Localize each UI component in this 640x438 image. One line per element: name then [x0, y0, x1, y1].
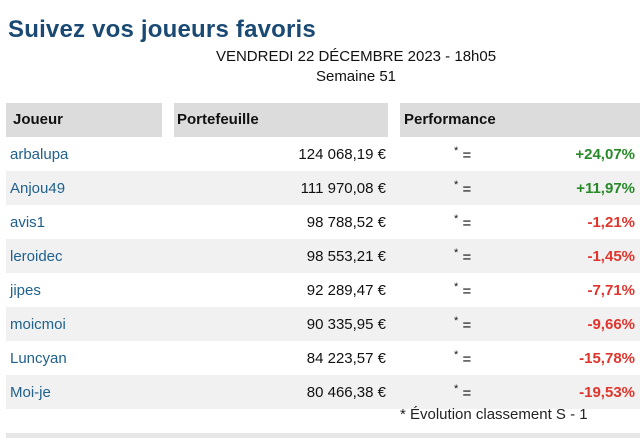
table-row: Anjou49 111 970,08 € * = +11,97%	[6, 171, 640, 205]
table-row: avis1 98 788,52 € * = -1,21%	[6, 205, 640, 239]
player-name-link[interactable]: avis1	[10, 213, 46, 231]
evolution-symbol: * =	[454, 348, 472, 368]
evolution-symbol: * =	[454, 280, 472, 300]
table-row: arbalupa 124 068,19 € * = +24,07%	[6, 137, 640, 171]
player-name-link[interactable]: Anjou49	[10, 179, 66, 197]
performance-cell: * = -7,71%	[390, 281, 640, 300]
column-header-portefeuille: Portefeuille	[174, 103, 388, 137]
evolution-symbol: * =	[454, 178, 472, 198]
table-header: Joueur Portefeuille Performance	[6, 103, 640, 137]
page-title: Suivez vos joueurs favoris	[8, 16, 316, 43]
player-name-link[interactable]: jipes	[10, 281, 41, 299]
footnote: * Évolution classement S - 1	[400, 406, 588, 423]
column-header-joueur: Joueur	[6, 103, 162, 137]
table-row: moicmoi 90 335,95 € * = -9,66%	[6, 307, 640, 341]
performance-cell: * = -1,21%	[390, 213, 640, 232]
table-body: arbalupa 124 068,19 € * = +24,07% Anjou49 111…	[6, 137, 640, 409]
evolution-symbol: * =	[454, 212, 472, 232]
favorites-table: Joueur Portefeuille Performance arbalupa…	[6, 103, 640, 409]
performance-value: -9,66%	[587, 315, 635, 333]
portfolio-value: 98 788,52 €	[306, 213, 386, 231]
performance-value: +24,07%	[575, 145, 635, 163]
performance-value: -15,78%	[579, 349, 635, 367]
portfolio-value: 98 553,21 €	[306, 247, 386, 265]
player-name-link[interactable]: Moi-je	[10, 383, 51, 401]
player-name-link[interactable]: leroidec	[10, 247, 63, 265]
portfolio-value: 80 466,38 €	[306, 383, 386, 401]
portfolio-value: 90 335,95 €	[306, 315, 386, 333]
performance-cell: * = -1,45%	[390, 247, 640, 266]
portfolio-value: 124 068,19 €	[298, 145, 386, 163]
performance-value: -19,53%	[579, 383, 635, 401]
performance-value: -7,71%	[587, 281, 635, 299]
next-section-strip	[6, 433, 640, 438]
performance-value: +11,97%	[576, 179, 635, 197]
performance-cell: * = -19,53%	[390, 383, 640, 402]
performance-cell: * = +11,97%	[390, 179, 640, 198]
table-row: jipes 92 289,47 € * = -7,71%	[6, 273, 640, 307]
performance-cell: * = -9,66%	[390, 315, 640, 334]
date-line: VENDREDI 22 DÉCEMBRE 2023 - 18h05	[215, 48, 497, 65]
portfolio-value: 92 289,47 €	[306, 281, 386, 299]
table-row: Luncyan 84 223,57 € * = -15,78%	[6, 341, 640, 375]
table-row: Moi-je 80 466,38 € * = -19,53%	[6, 375, 640, 409]
performance-value: -1,21%	[587, 213, 635, 231]
evolution-symbol: * =	[454, 314, 472, 334]
week-line: Semaine 51	[315, 68, 397, 85]
date-block: VENDREDI 22 DÉCEMBRE 2023 - 18h05 Semain…	[72, 48, 640, 85]
performance-value: -1,45%	[587, 247, 635, 265]
evolution-symbol: * =	[454, 382, 472, 402]
player-name-link[interactable]: moicmoi	[10, 315, 66, 333]
player-name-link[interactable]: Luncyan	[10, 349, 67, 367]
column-header-performance: Performance	[400, 103, 640, 137]
performance-cell: * = +24,07%	[390, 145, 640, 164]
evolution-symbol: * =	[454, 144, 472, 164]
evolution-symbol: * =	[454, 246, 472, 266]
performance-cell: * = -15,78%	[390, 349, 640, 368]
table-row: leroidec 98 553,21 € * = -1,45%	[6, 239, 640, 273]
portfolio-value: 84 223,57 €	[306, 349, 386, 367]
player-name-link[interactable]: arbalupa	[10, 145, 69, 163]
portfolio-value: 111 970,08 €	[300, 179, 386, 197]
